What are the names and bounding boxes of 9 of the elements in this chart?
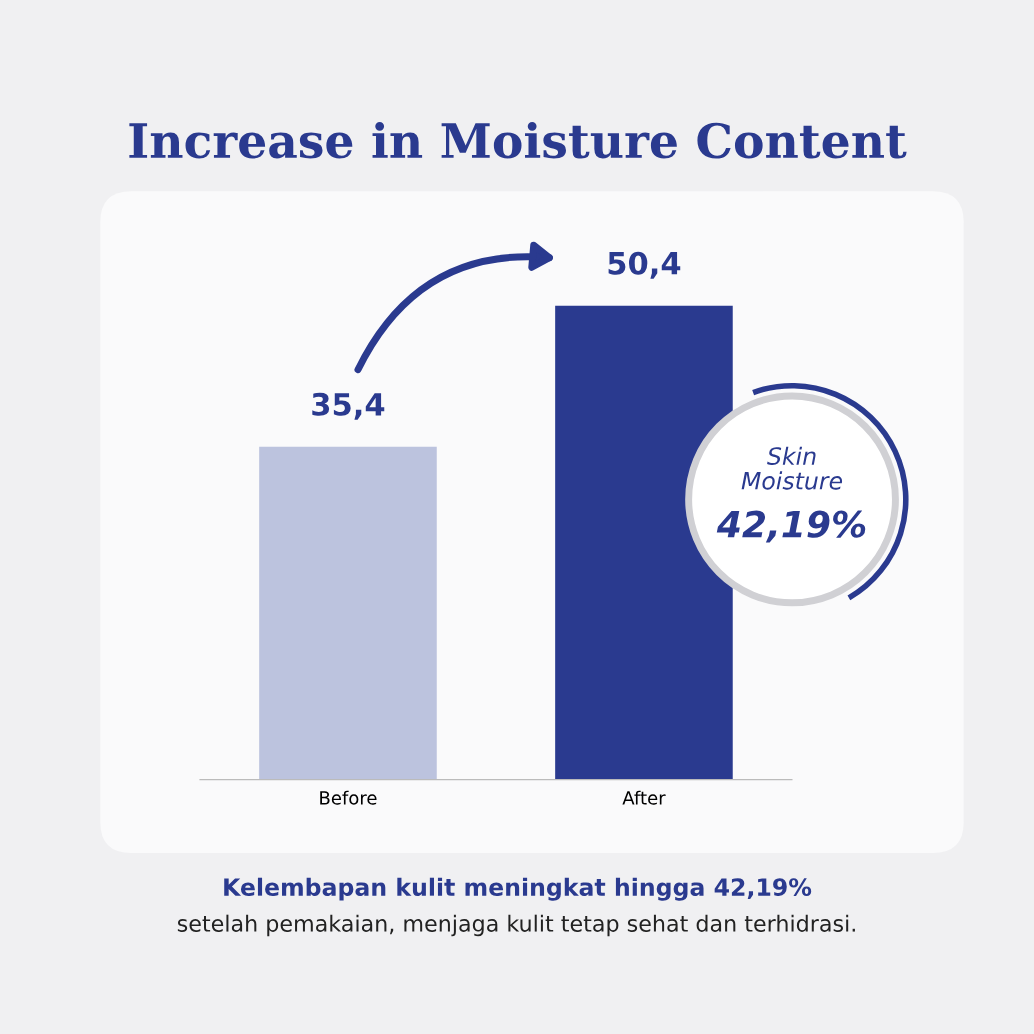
x-tick-label: Before (320, 790, 377, 805)
text: setelah pemakaian, menjaga kulit tetap sehat dan terhidrasi. (177, 914, 855, 937)
x-tick-label: After (622, 790, 666, 805)
chart-title: Increase in Moisture Content (129, 121, 907, 159)
annotation: 42,19% (716, 510, 866, 543)
annotation: Skin Moisture (741, 446, 843, 490)
data-label: 50,4 (608, 251, 681, 279)
data-label: 35,4 (312, 392, 385, 420)
text: Kelembapan kulit meningkat hingga 42,19% (224, 877, 812, 901)
